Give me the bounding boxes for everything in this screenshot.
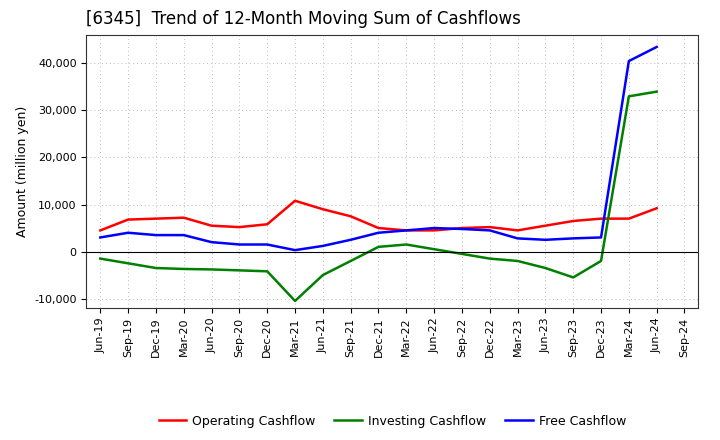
Operating Cashflow: [541, 223, 550, 228]
Free Cashflow: [96, 235, 104, 240]
Operating Cashflow: [485, 224, 494, 230]
Operating Cashflow: [624, 216, 633, 221]
Operating Cashflow: [402, 228, 410, 233]
Operating Cashflow: [179, 215, 188, 220]
Investing Cashflow: [458, 251, 467, 257]
Operating Cashflow: [96, 228, 104, 233]
Free Cashflow: [402, 228, 410, 233]
Operating Cashflow: [207, 223, 216, 228]
Free Cashflow: [207, 239, 216, 245]
Operating Cashflow: [513, 228, 522, 233]
Operating Cashflow: [597, 216, 606, 221]
Investing Cashflow: [624, 94, 633, 99]
Free Cashflow: [263, 242, 271, 247]
Investing Cashflow: [263, 269, 271, 274]
Operating Cashflow: [569, 218, 577, 224]
Line: Operating Cashflow: Operating Cashflow: [100, 201, 657, 231]
Operating Cashflow: [652, 205, 661, 211]
Free Cashflow: [485, 228, 494, 233]
Free Cashflow: [541, 237, 550, 242]
Operating Cashflow: [318, 207, 327, 212]
Free Cashflow: [458, 226, 467, 231]
Investing Cashflow: [291, 298, 300, 304]
Operating Cashflow: [124, 217, 132, 222]
Free Cashflow: [318, 243, 327, 249]
Investing Cashflow: [430, 246, 438, 252]
Investing Cashflow: [235, 268, 243, 273]
Operating Cashflow: [346, 214, 355, 219]
Investing Cashflow: [96, 256, 104, 261]
Investing Cashflow: [124, 260, 132, 266]
Investing Cashflow: [152, 265, 161, 271]
Investing Cashflow: [513, 258, 522, 264]
Line: Investing Cashflow: Investing Cashflow: [100, 92, 657, 301]
Investing Cashflow: [485, 256, 494, 261]
Free Cashflow: [152, 232, 161, 238]
Free Cashflow: [374, 230, 383, 235]
Free Cashflow: [179, 232, 188, 238]
Investing Cashflow: [207, 267, 216, 272]
Operating Cashflow: [152, 216, 161, 221]
Investing Cashflow: [318, 272, 327, 278]
Free Cashflow: [513, 236, 522, 241]
Operating Cashflow: [458, 225, 467, 231]
Free Cashflow: [430, 225, 438, 231]
Investing Cashflow: [652, 89, 661, 94]
Operating Cashflow: [291, 198, 300, 203]
Free Cashflow: [235, 242, 243, 247]
Investing Cashflow: [179, 266, 188, 271]
Free Cashflow: [124, 230, 132, 235]
Operating Cashflow: [374, 225, 383, 231]
Free Cashflow: [652, 44, 661, 50]
Line: Free Cashflow: Free Cashflow: [100, 47, 657, 250]
Free Cashflow: [291, 248, 300, 253]
Free Cashflow: [569, 236, 577, 241]
Legend: Operating Cashflow, Investing Cashflow, Free Cashflow: Operating Cashflow, Investing Cashflow, …: [153, 410, 631, 433]
Operating Cashflow: [430, 228, 438, 233]
Text: [6345]  Trend of 12-Month Moving Sum of Cashflows: [6345] Trend of 12-Month Moving Sum of C…: [86, 10, 521, 28]
Investing Cashflow: [374, 244, 383, 249]
Investing Cashflow: [346, 258, 355, 264]
Operating Cashflow: [235, 224, 243, 230]
Free Cashflow: [597, 235, 606, 240]
Investing Cashflow: [597, 258, 606, 264]
Free Cashflow: [346, 237, 355, 242]
Investing Cashflow: [402, 242, 410, 247]
Operating Cashflow: [263, 222, 271, 227]
Investing Cashflow: [541, 265, 550, 271]
Investing Cashflow: [569, 275, 577, 280]
Y-axis label: Amount (million yen): Amount (million yen): [16, 106, 29, 237]
Free Cashflow: [624, 59, 633, 64]
